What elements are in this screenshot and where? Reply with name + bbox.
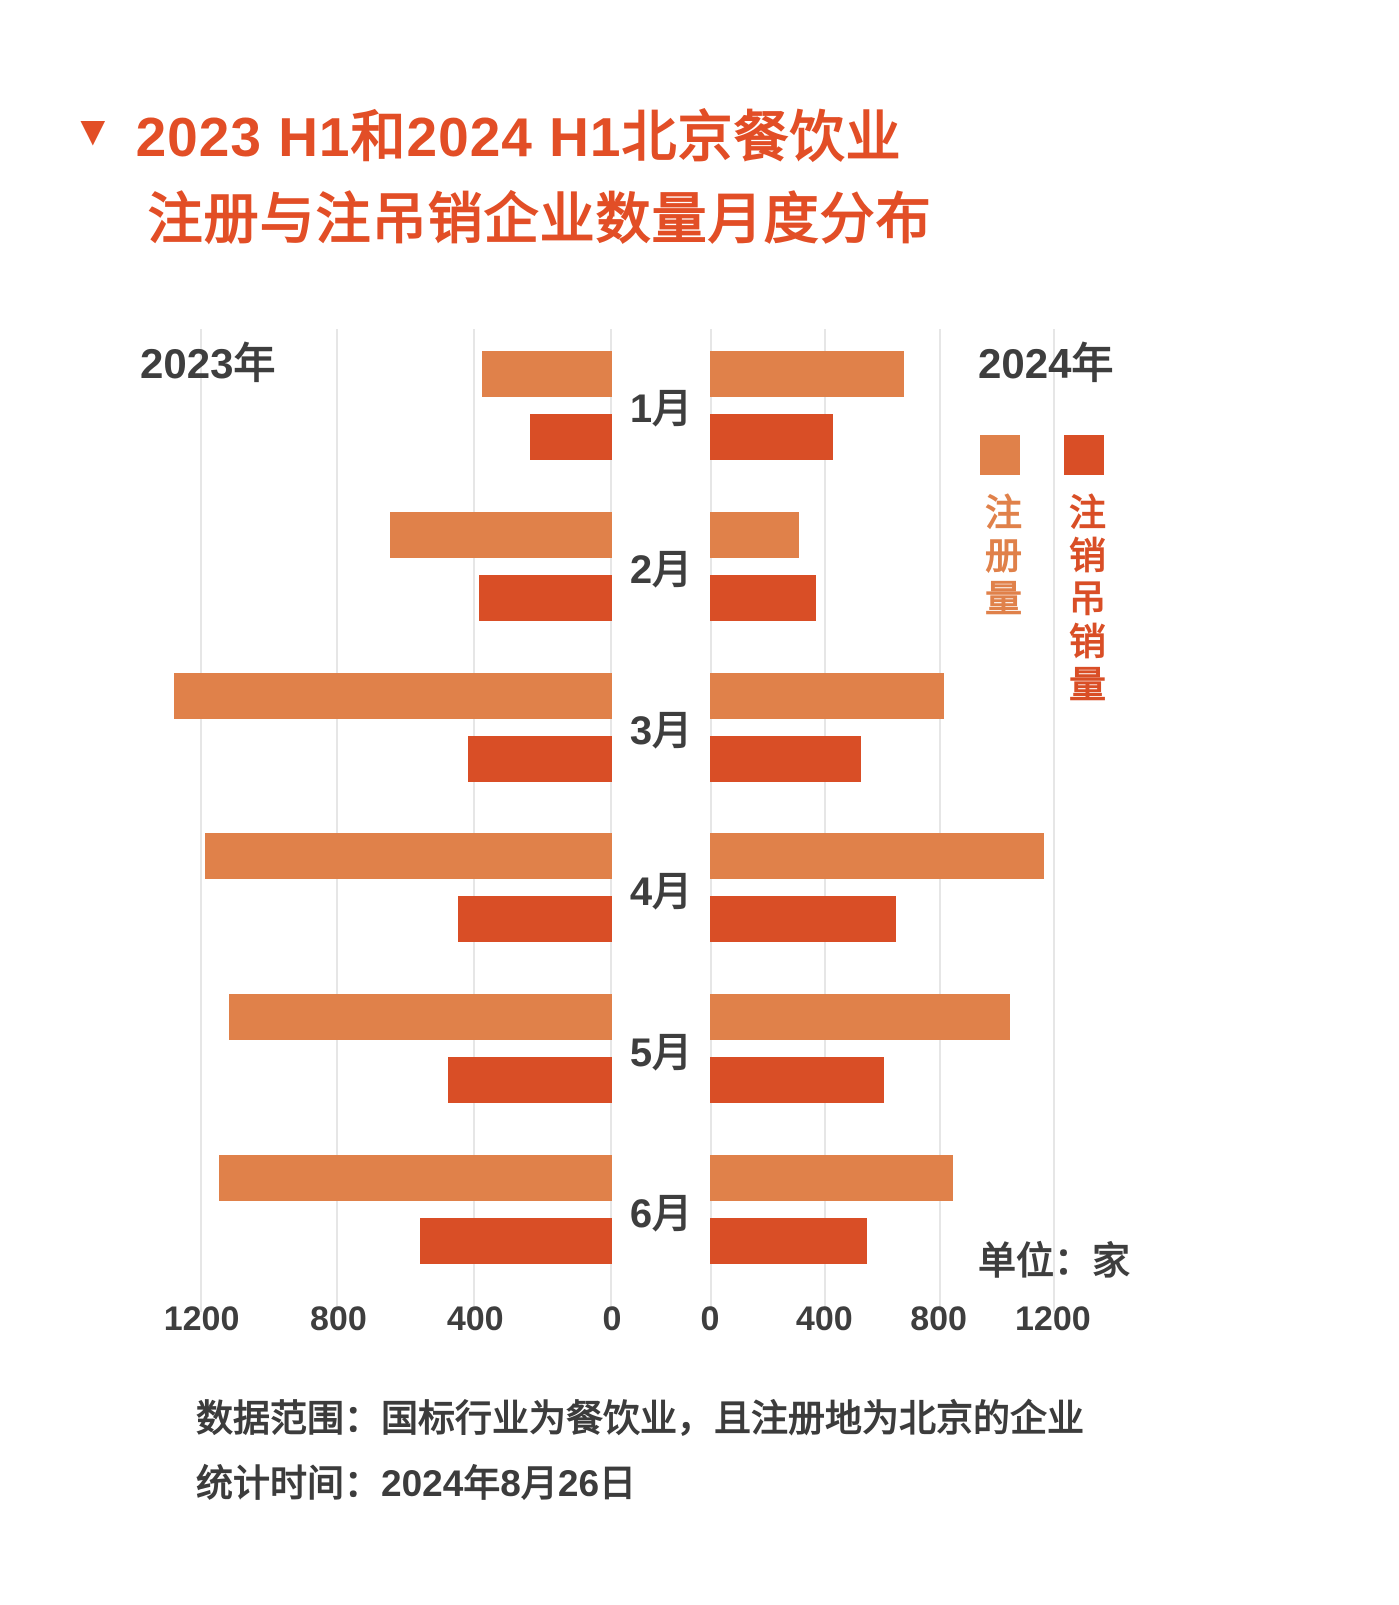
legend-label-deregistration: 注销吊销量 [1063, 493, 1105, 708]
month-label: 4月 [629, 869, 693, 914]
bars-2024 [710, 325, 1180, 1290]
axis-tick-label: 800 [310, 1300, 367, 1338]
bar-row [140, 807, 612, 968]
legend-label-registration: 注册量 [979, 493, 1021, 622]
bar-row [140, 325, 612, 486]
year-label-2023: 2023年 [140, 340, 276, 387]
bar-row [710, 486, 1180, 647]
axis-tick-label: 0 [700, 1300, 720, 1338]
bar-deregistration [710, 896, 896, 943]
bar-deregistration [447, 1057, 612, 1104]
month-label: 2月 [629, 548, 693, 593]
bar-row [140, 647, 612, 808]
bar-registration [710, 672, 945, 719]
legend-item-registration: 注册量 [979, 435, 1021, 622]
month-column: 1月 2月 3月 4月 5月 6月 [612, 325, 710, 1290]
title-line2: 注册与注吊销企业数量月度分布 [147, 188, 932, 250]
unit-label: 单位：家 [978, 1241, 1131, 1283]
footnote-scope: 数据范围：国标行业为餐饮业，且注册地为北京的企业 [196, 1398, 1084, 1439]
bar-registration [710, 833, 1045, 880]
bar-deregistration [710, 1218, 868, 1265]
bar-deregistration [458, 896, 612, 943]
bar-registration [710, 350, 905, 397]
bar-row [710, 325, 1180, 486]
bar-deregistration [420, 1218, 612, 1265]
month-label: 3月 [629, 709, 693, 754]
bar-registration [174, 672, 612, 719]
legend-item-deregistration: 注销吊销量 [1063, 435, 1105, 708]
footnote-date: 统计时间：2024年8月26日 [196, 1463, 637, 1504]
gridline [1052, 329, 1055, 1312]
legend-swatch-registration-icon [980, 435, 1020, 475]
panel-2023 [140, 325, 612, 1312]
gridline [710, 329, 712, 1312]
axis-tick-label: 800 [910, 1300, 967, 1338]
gridlines-2023 [140, 325, 612, 1312]
bar-deregistration [710, 735, 862, 782]
month-label: 5月 [629, 1030, 693, 1075]
bar-deregistration [710, 1057, 885, 1104]
footnotes: 数据范围：国标行业为餐饮业，且注册地为北京的企业 统计时间：2024年8月26日 [196, 1386, 1084, 1516]
gridlines-2024 [710, 325, 1180, 1312]
bar-deregistration [529, 413, 612, 460]
legend-swatch-deregistration-icon [1064, 435, 1104, 475]
bar-deregistration [710, 574, 816, 621]
bar-registration [482, 350, 612, 397]
month-label: 6月 [629, 1191, 693, 1236]
bar-registration [389, 511, 612, 558]
gridline [336, 329, 339, 1312]
bar-row [140, 968, 612, 1129]
chart: 1月 2月 3月 4月 5月 6月 [140, 325, 1180, 1312]
axis-tick-label: 1200 [1015, 1300, 1091, 1338]
bar-row [710, 968, 1180, 1129]
page-title: ▼ 2023 H1和2024 H1北京餐饮业 注册与注吊销企业数量月度分布 [72, 96, 932, 260]
bar-registration [710, 511, 799, 558]
panel-2024 [710, 325, 1180, 1312]
bar-deregistration [478, 574, 612, 621]
title-line1: 2023 H1和2024 H1北京餐饮业 [135, 106, 902, 168]
bar-registration [218, 1155, 612, 1202]
bar-row [710, 647, 1180, 808]
bar-row [140, 486, 612, 647]
title-marker-icon: ▼ [72, 107, 114, 154]
bar-registration [228, 994, 612, 1041]
axis-tick-label: 1200 [163, 1300, 240, 1338]
gridline [199, 329, 202, 1312]
bar-registration [205, 833, 612, 880]
bar-deregistration [468, 735, 612, 782]
month-label: 1月 [629, 387, 693, 432]
axis-tick-label: 400 [795, 1300, 853, 1338]
year-label-2024: 2024年 [978, 340, 1114, 387]
bar-deregistration [710, 413, 833, 460]
bar-row [710, 1129, 1180, 1290]
gridline [610, 329, 612, 1312]
axis-tick-label: 400 [446, 1300, 504, 1338]
axis-tick-label: 0 [602, 1300, 622, 1338]
bar-row [710, 807, 1180, 968]
bar-row [140, 1129, 612, 1290]
bar-registration [710, 1155, 953, 1202]
bar-registration [710, 994, 1010, 1041]
gridline [938, 329, 941, 1312]
axis-row: 1200 800 400 0 0 400 800 1200 [140, 1300, 1180, 1350]
bars-2023 [140, 325, 612, 1290]
gridline [824, 329, 827, 1312]
gridline [473, 329, 476, 1312]
